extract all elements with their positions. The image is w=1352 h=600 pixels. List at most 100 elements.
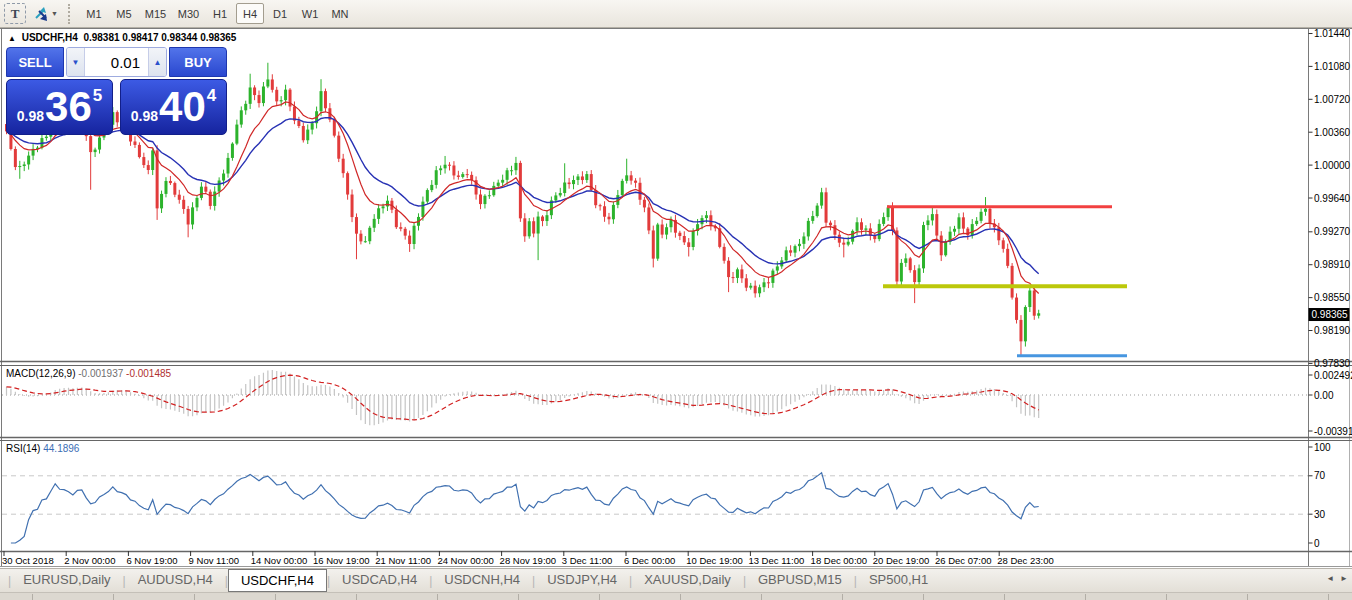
- svg-text:100: 100: [1314, 442, 1331, 453]
- chevron-down-icon: ▼: [51, 10, 58, 17]
- rsi-value: 44.1896: [43, 443, 79, 454]
- svg-text:0.97830: 0.97830: [1314, 358, 1351, 369]
- strip-tick: [356, 594, 357, 600]
- svg-text:0.00: 0.00: [1314, 390, 1334, 401]
- strip-tick: [1085, 594, 1086, 600]
- svg-text:0.99270: 0.99270: [1314, 226, 1351, 237]
- chart-tab-sp500-h1[interactable]: SP500,H1: [857, 569, 940, 592]
- one-click-trading-panel: SELL ▼ 0.01 ▲ BUY 0.98 36 5 0.98 40 4: [6, 47, 227, 135]
- chart-tab-usdcad-h4[interactable]: USDCAD,H4: [330, 569, 429, 592]
- chart-tab-eurusd-daily[interactable]: EURUSD,Daily: [11, 569, 122, 592]
- strip-tick: [680, 594, 681, 600]
- ohlc-high: 0.98417: [122, 32, 158, 43]
- symbol-ohlc-label: ▲ USDCHF,H4 0.98381 0.98417 0.98344 0.98…: [8, 32, 236, 43]
- chart-tab-bar: |EURUSD,Daily|AUDUSD,H4|USDCHF,H4|USDCAD…: [0, 568, 1352, 592]
- svg-text:1.01080: 1.01080: [1314, 61, 1351, 72]
- time-axis-label: 24 Nov 00:00: [437, 555, 494, 566]
- timeframe-button-w1[interactable]: W1: [296, 3, 324, 24]
- sell-price-button[interactable]: 0.98 36 5: [6, 79, 113, 135]
- volume-spinner: ▼ 0.01 ▲: [66, 47, 167, 77]
- time-axis-label: 9 Nov 11:00: [189, 555, 240, 566]
- time-axis-label: 21 Nov 11:00: [375, 555, 431, 566]
- timeframe-button-m5[interactable]: M5: [110, 3, 138, 24]
- strip-tick: [113, 594, 114, 600]
- tab-scroll-left-icon[interactable]: ◄: [1326, 574, 1334, 583]
- svg-text:1.01440: 1.01440: [1314, 28, 1351, 39]
- svg-text:1.00720: 1.00720: [1314, 94, 1351, 105]
- timeframe-button-m15[interactable]: M15: [140, 3, 171, 24]
- sell-price-big: 36: [45, 82, 92, 132]
- volume-decrease-button[interactable]: ▼: [67, 48, 85, 76]
- macd-name: MACD(12,26,9): [6, 368, 75, 379]
- time-axis-label: 28 Nov 19:00: [500, 555, 557, 566]
- time-axis-label: 10 Dec 19:00: [686, 555, 743, 566]
- strip-tick: [1166, 594, 1167, 600]
- sell-button[interactable]: SELL: [6, 47, 64, 77]
- strip-tick: [437, 594, 438, 600]
- time-axis-label: 3 Dec 11:00: [562, 555, 613, 566]
- timeframe-button-m30[interactable]: M30: [173, 3, 204, 24]
- strip-tick: [194, 594, 195, 600]
- timeframe-toolbar: M1M5M15M30H1H4D1W1MN: [79, 0, 355, 28]
- strip-tick: [518, 594, 519, 600]
- sell-button-label: SELL: [18, 55, 51, 70]
- chart-tab-xauusd-daily[interactable]: XAUUSD,Daily: [632, 569, 743, 592]
- svg-text:30: 30: [1314, 509, 1326, 520]
- time-axis-label: 14 Nov 00:00: [251, 555, 308, 566]
- buy-price-button[interactable]: 0.98 40 4: [120, 79, 227, 135]
- current-price-label: 0.98365: [1312, 309, 1349, 320]
- text-tool-label: T: [11, 6, 20, 22]
- svg-text:1.00360: 1.00360: [1314, 127, 1351, 138]
- time-axis-label: 6 Nov 19:00: [126, 555, 177, 566]
- timeframe-button-m1[interactable]: M1: [80, 3, 108, 24]
- strip-tick: [923, 594, 924, 600]
- chart-tab-usdcnh-h4[interactable]: USDCNH,H4: [432, 569, 532, 592]
- time-axis-label: 6 Dec 00:00: [624, 555, 675, 566]
- chart-tab-audusd-h4[interactable]: AUDUSD,H4: [126, 569, 225, 592]
- buy-price-prefix: 0.98: [131, 108, 158, 124]
- timeframe-button-d1[interactable]: D1: [266, 3, 294, 24]
- svg-text:0.002492: 0.002492: [1314, 370, 1352, 381]
- symbol-name: USDCHF,H4: [22, 32, 78, 43]
- svg-text:0.99640: 0.99640: [1314, 193, 1351, 204]
- time-axis-label: 20 Dec 19:00: [873, 555, 930, 566]
- svg-text:70: 70: [1314, 470, 1326, 481]
- time-axis-label: 13 Dec 11:00: [748, 555, 804, 566]
- chart-tab-usdchf-h4[interactable]: USDCHF,H4: [228, 569, 327, 592]
- toolbar-separator: [68, 4, 76, 24]
- svg-text:-0.003913: -0.003913: [1314, 426, 1352, 437]
- strip-tick: [842, 594, 843, 600]
- chart-tab-gbpusd-m15[interactable]: GBPUSD,M15: [746, 569, 854, 592]
- volume-increase-button[interactable]: ▲: [148, 48, 166, 76]
- price-axis: 1.014401.010801.007201.003601.000000.996…: [1309, 28, 1352, 549]
- tab-scroll-right-icon[interactable]: ►: [1340, 574, 1348, 583]
- double-arrow-icon: [31, 4, 51, 24]
- top-toolbar: T ▼ M1M5M15M30H1H4D1W1MN: [0, 0, 1352, 28]
- cursor-tool-button[interactable]: ▼: [31, 3, 61, 25]
- buy-button-label: BUY: [184, 55, 211, 70]
- strip-tick: [1328, 594, 1329, 600]
- buy-button[interactable]: BUY: [169, 47, 227, 77]
- buy-price-big: 40: [159, 82, 206, 132]
- time-axis-label: 30 Oct 2018: [2, 555, 54, 566]
- collapse-panel-icon[interactable]: ▲: [8, 34, 16, 43]
- rsi-name: RSI(14): [6, 443, 40, 454]
- volume-value[interactable]: 0.01: [85, 48, 148, 76]
- chart-tab-usdjpy-h4[interactable]: USDJPY,H4: [535, 569, 629, 592]
- time-axis-label: 26 Dec 07:00: [935, 555, 992, 566]
- time-axis-label: 18 Dec 00:00: [811, 555, 868, 566]
- svg-text:0.98190: 0.98190: [1314, 325, 1351, 336]
- time-axis-label: 16 Nov 19:00: [313, 555, 370, 566]
- time-axis-label: 28 Dec 23:00: [997, 555, 1054, 566]
- timeframe-button-mn[interactable]: MN: [326, 3, 354, 24]
- macd-signal-value: -0.001485: [126, 368, 171, 379]
- timeframe-button-h4[interactable]: H4: [236, 3, 264, 24]
- tab-scroll-arrows: ◄►: [1320, 574, 1348, 583]
- macd-indicator-label: MACD(12,26,9) -0.001937 -0.001485: [6, 368, 171, 379]
- svg-text:0: 0: [1314, 538, 1320, 549]
- strip-tick: [761, 594, 762, 600]
- text-tool-button[interactable]: T: [4, 3, 26, 24]
- macd-main-value: -0.001937: [78, 368, 123, 379]
- timeframe-button-h1[interactable]: H1: [206, 3, 234, 24]
- sell-price-sup: 5: [93, 86, 102, 106]
